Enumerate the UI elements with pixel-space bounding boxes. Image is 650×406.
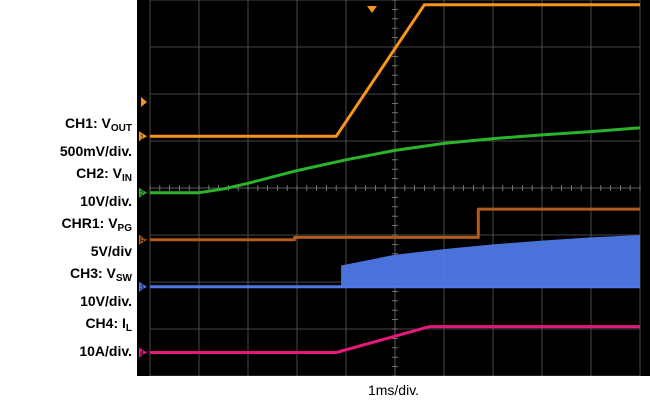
- trace-chr1: [150, 207, 640, 242]
- ground-marker-label-ch1: 1: [140, 134, 144, 141]
- oscilloscope-screen: 1 2 R 3 4: [137, 0, 650, 376]
- legend-ch3: CH3: VSW: [69, 265, 132, 284]
- trace-ch4: [150, 325, 640, 354]
- legend-ch2: CH2: VIN: [76, 165, 132, 184]
- trace-ch1: [150, 3, 640, 138]
- legend-ch4-scale: 10A/div.: [79, 343, 132, 359]
- ground-markers: 1 2 R 3 4: [139, 97, 147, 358]
- legend-ch1-scale: 500mV/div.: [59, 143, 132, 159]
- grid: [149, 0, 641, 376]
- ground-marker-ch2: [139, 187, 147, 198]
- ground-marker-chr1: [139, 234, 147, 245]
- channel-legend: CH1: VOUT 500mV/div. CH2: VIN 10V/div. C…: [0, 112, 132, 362]
- ground-marker-label-ch3: 3: [140, 285, 144, 292]
- ground-marker-ch1: [139, 131, 147, 142]
- legend-ch3-scale: 10V/div.: [80, 293, 132, 309]
- trace-ch3-switching-envelope: [341, 235, 640, 287]
- ground-marker-label-chr1: R: [140, 238, 145, 245]
- ground-marker-label-ch4: 4: [140, 351, 144, 358]
- ground-marker-label-ch2: 2: [140, 191, 144, 198]
- trace-ch2: [150, 126, 641, 195]
- legend-ch4: CH4: IL: [85, 315, 132, 334]
- legend-chr1: CHR1: VPG: [61, 215, 132, 234]
- ground-marker-ch3: [139, 281, 147, 292]
- trigger-level-marker: [141, 97, 147, 107]
- ground-marker-ch4: [139, 347, 147, 358]
- traces: [150, 3, 641, 354]
- x-axis-label: 1ms/div.: [367, 382, 420, 398]
- legend-ch1: CH1: VOUT: [64, 115, 132, 134]
- legend-chr1-scale: 5V/div: [90, 243, 132, 259]
- legend-ch2-scale: 10V/div.: [80, 193, 132, 209]
- trigger-position-marker: [367, 6, 377, 13]
